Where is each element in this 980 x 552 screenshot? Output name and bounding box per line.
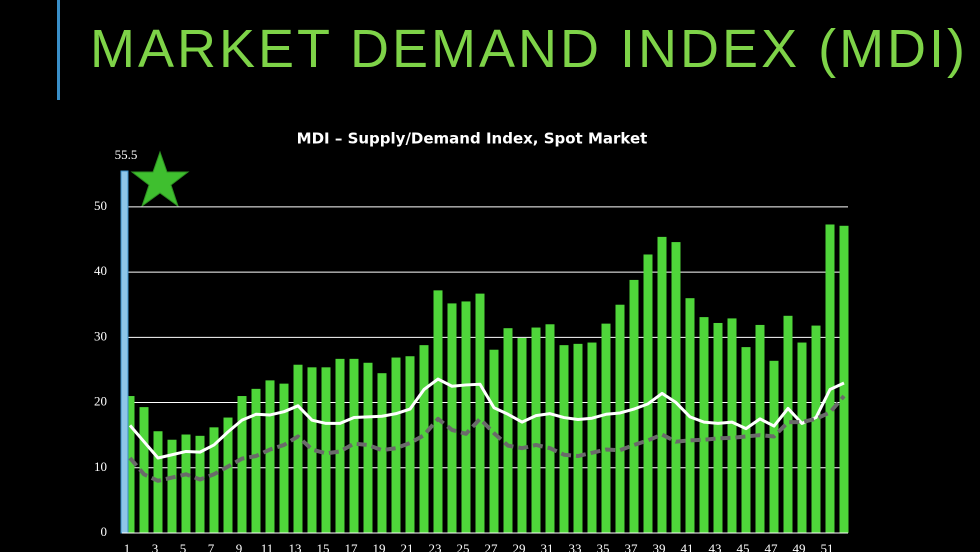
line bbox=[128, 377, 845, 460]
dashed-line bbox=[128, 394, 846, 483]
chart-title: MDI – Supply/Demand Index, Spot Market bbox=[297, 130, 648, 148]
bar bbox=[475, 293, 485, 533]
y-tick-label: 10 bbox=[94, 459, 107, 474]
y-tick-label: 40 bbox=[94, 263, 107, 278]
bar bbox=[517, 337, 527, 533]
bar bbox=[265, 380, 275, 533]
bar bbox=[377, 373, 387, 533]
x-tick-label: 5 bbox=[180, 541, 187, 552]
x-tick-label: 35 bbox=[597, 541, 610, 552]
x-tick-label: 47 bbox=[765, 541, 779, 552]
bar bbox=[615, 304, 625, 533]
x-tick-label: 31 bbox=[541, 541, 554, 552]
y-tick-label: 30 bbox=[94, 328, 107, 343]
bar bbox=[797, 342, 807, 533]
bar bbox=[209, 427, 219, 533]
bar bbox=[293, 364, 303, 533]
x-tick-label: 49 bbox=[793, 541, 806, 552]
star bbox=[130, 150, 190, 208]
bar bbox=[699, 317, 709, 533]
x-tick-label: 29 bbox=[513, 541, 526, 552]
x-tick-label: 1 bbox=[124, 541, 131, 552]
peak-bar bbox=[120, 170, 129, 534]
bar bbox=[349, 358, 359, 533]
x-tick-label: 13 bbox=[289, 541, 302, 552]
bar bbox=[531, 327, 541, 533]
bar bbox=[307, 367, 317, 533]
bar bbox=[783, 315, 793, 533]
bar bbox=[713, 322, 723, 533]
bar bbox=[433, 290, 443, 533]
x-tick-label: 11 bbox=[261, 541, 274, 552]
bar bbox=[503, 328, 513, 533]
bar bbox=[167, 439, 177, 533]
bar bbox=[461, 301, 471, 533]
bar bbox=[363, 362, 373, 533]
slide-heading: MARKET DEMAND INDEX (MDI) bbox=[90, 19, 969, 79]
bar bbox=[321, 367, 331, 533]
bar bbox=[391, 357, 401, 533]
bar bbox=[825, 224, 835, 533]
bar bbox=[419, 345, 429, 533]
bar bbox=[727, 318, 737, 533]
x-tick-label: 39 bbox=[653, 541, 666, 552]
bar bbox=[769, 360, 779, 533]
x-tick-label: 23 bbox=[429, 541, 442, 552]
bar bbox=[489, 349, 499, 533]
x-tick-label: 37 bbox=[625, 541, 639, 552]
bar bbox=[811, 325, 821, 533]
bar bbox=[125, 396, 135, 533]
x-tick-label: 45 bbox=[737, 541, 750, 552]
bar bbox=[181, 434, 191, 533]
bar bbox=[741, 347, 751, 533]
bar bbox=[657, 236, 667, 533]
bar bbox=[195, 435, 205, 533]
x-tick-label: 9 bbox=[236, 541, 243, 552]
bar bbox=[643, 254, 653, 533]
bar bbox=[237, 396, 247, 533]
bar bbox=[251, 388, 261, 533]
x-tick-label: 25 bbox=[457, 541, 470, 552]
y-tick-label: 0 bbox=[101, 524, 108, 539]
bar bbox=[545, 324, 555, 533]
peak-label: 55.5 bbox=[115, 147, 138, 162]
x-tick-label: 51 bbox=[821, 541, 834, 552]
bar bbox=[629, 279, 639, 533]
accent-bar bbox=[57, 0, 60, 100]
y-tick-label: 50 bbox=[94, 198, 107, 213]
bar bbox=[447, 303, 457, 533]
x-tick-label: 7 bbox=[208, 541, 215, 552]
bar bbox=[587, 342, 597, 533]
bar bbox=[335, 358, 345, 533]
bar bbox=[755, 324, 765, 533]
bar bbox=[139, 407, 149, 533]
bar bbox=[601, 323, 611, 533]
x-tick-label: 19 bbox=[373, 541, 386, 552]
x-tick-label: 43 bbox=[709, 541, 722, 552]
bar bbox=[671, 242, 681, 533]
x-tick-label: 21 bbox=[401, 541, 414, 552]
x-tick-label: 33 bbox=[569, 541, 582, 552]
x-tick-label: 41 bbox=[681, 541, 694, 552]
y-tick-label: 20 bbox=[94, 394, 107, 409]
bar bbox=[839, 225, 849, 533]
x-tick-label: 15 bbox=[317, 541, 330, 552]
x-tick-label: 3 bbox=[152, 541, 159, 552]
x-tick-label: 27 bbox=[485, 541, 499, 552]
bar bbox=[223, 417, 233, 533]
bar bbox=[279, 383, 289, 533]
bar bbox=[559, 345, 569, 533]
bar bbox=[573, 343, 583, 533]
x-tick-label: 17 bbox=[345, 541, 359, 552]
